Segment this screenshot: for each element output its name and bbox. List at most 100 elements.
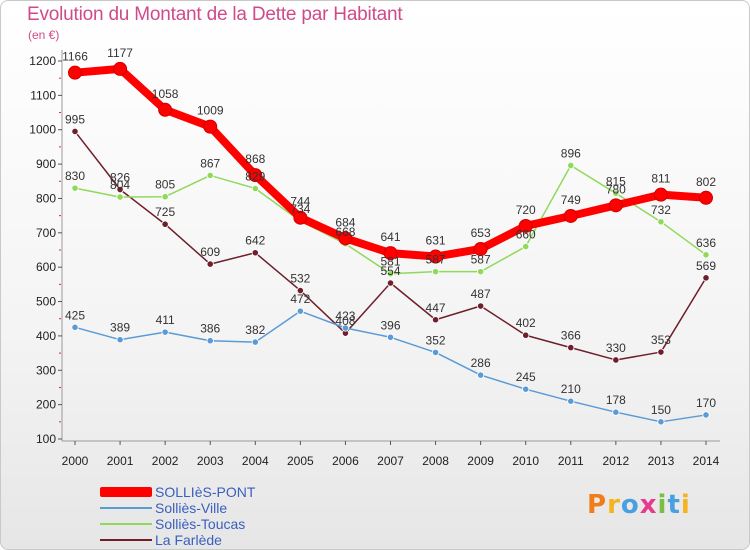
data-label: 581 bbox=[380, 255, 400, 269]
data-label: 815 bbox=[606, 174, 626, 188]
legend-swatch-la-farlede bbox=[100, 539, 152, 541]
x-tick-label: 2008 bbox=[422, 454, 449, 468]
data-point bbox=[206, 171, 214, 180]
data-label: 1058 bbox=[152, 87, 179, 101]
data-point bbox=[383, 246, 398, 261]
unit-label: (en €) bbox=[28, 28, 60, 42]
data-point bbox=[657, 218, 665, 226]
data-label: 389 bbox=[110, 321, 130, 335]
data-label: 178 bbox=[606, 393, 626, 407]
data-point bbox=[248, 168, 263, 183]
data-point bbox=[612, 189, 620, 197]
data-label: 587 bbox=[471, 253, 491, 267]
data-label: 532 bbox=[290, 272, 310, 286]
y-tick-label: 1100 bbox=[30, 88, 56, 102]
data-label: 472 bbox=[290, 292, 310, 306]
logo-letter: i bbox=[680, 490, 691, 520]
y-tick-label: 700 bbox=[36, 226, 56, 240]
data-point bbox=[251, 338, 259, 346]
y-tick-label: 400 bbox=[36, 329, 56, 343]
data-point bbox=[653, 187, 668, 202]
data-label: 170 bbox=[696, 396, 716, 410]
data-label: 423 bbox=[335, 309, 355, 323]
data-point bbox=[68, 65, 82, 80]
data-label: 386 bbox=[200, 322, 220, 336]
data-label: 805 bbox=[155, 178, 175, 192]
data-point bbox=[386, 270, 395, 278]
data-point bbox=[522, 242, 530, 251]
data-label: 408 bbox=[335, 314, 355, 328]
data-point bbox=[477, 268, 485, 276]
data-label: 896 bbox=[561, 146, 581, 160]
data-label: 749 bbox=[561, 193, 581, 207]
x-tick-label: 2010 bbox=[512, 454, 539, 468]
logo-letter: r bbox=[607, 490, 621, 520]
legend: SOLLIèS-PONT Solliès-Ville Solliès-Touca… bbox=[100, 484, 350, 548]
data-label: 641 bbox=[380, 230, 400, 244]
data-label: 631 bbox=[426, 234, 446, 248]
x-tick-label: 2013 bbox=[648, 454, 675, 468]
data-label: 366 bbox=[561, 329, 581, 343]
data-point bbox=[522, 385, 530, 393]
y-tick-label: 100 bbox=[36, 432, 56, 446]
data-label: 744 bbox=[290, 195, 310, 209]
logo-letter: o bbox=[620, 490, 640, 520]
data-point bbox=[428, 249, 443, 264]
data-label: 653 bbox=[471, 226, 491, 240]
data-point bbox=[338, 231, 353, 246]
data-label: 487 bbox=[471, 287, 491, 301]
data-label: 720 bbox=[516, 203, 536, 217]
data-point bbox=[702, 251, 710, 259]
legend-label-sollies-toucas: Solliès-Toucas bbox=[155, 516, 246, 532]
data-point bbox=[563, 208, 578, 223]
chart-title: Evolution du Montant de la Dette par Hab… bbox=[27, 4, 403, 25]
y-tick-label: 600 bbox=[36, 260, 56, 274]
data-label: 411 bbox=[156, 313, 175, 327]
data-point bbox=[477, 302, 485, 310]
data-label: 684 bbox=[335, 215, 355, 229]
x-tick-label: 2006 bbox=[332, 454, 359, 468]
legend-swatch-sollies-pont bbox=[100, 487, 152, 497]
legend-item-la-farlede: La Farlède bbox=[100, 532, 350, 548]
data-label: 802 bbox=[696, 175, 716, 189]
data-label: 1166 bbox=[62, 50, 88, 64]
data-point bbox=[116, 336, 124, 344]
data-point bbox=[158, 102, 173, 117]
y-tick-label: 900 bbox=[36, 157, 56, 171]
data-label: 732 bbox=[651, 203, 671, 217]
data-label: 150 bbox=[651, 403, 671, 417]
data-label: 1009 bbox=[197, 104, 224, 118]
x-tick-label: 2009 bbox=[467, 454, 494, 468]
data-label: 826 bbox=[110, 171, 130, 185]
data-label: 286 bbox=[471, 356, 491, 370]
data-point bbox=[567, 343, 575, 352]
data-label: 642 bbox=[245, 234, 265, 248]
data-point bbox=[473, 241, 488, 256]
data-point bbox=[477, 371, 485, 379]
y-tick-label: 300 bbox=[36, 363, 56, 377]
data-point bbox=[518, 218, 533, 233]
proxiti-logo: Proxiti bbox=[587, 490, 691, 520]
data-point bbox=[71, 323, 79, 331]
data-point bbox=[699, 190, 713, 205]
y-tick-label: 1000 bbox=[29, 123, 56, 137]
data-point bbox=[161, 328, 169, 336]
data-point bbox=[702, 274, 710, 282]
data-point bbox=[567, 397, 575, 405]
data-label: 830 bbox=[65, 169, 85, 183]
x-tick-label: 2000 bbox=[62, 454, 89, 468]
data-label: 447 bbox=[426, 301, 446, 315]
data-point bbox=[116, 185, 124, 194]
data-label: 402 bbox=[516, 316, 536, 330]
x-tick-label: 2003 bbox=[197, 454, 224, 468]
y-tick-label: 200 bbox=[36, 398, 56, 412]
data-label: 636 bbox=[696, 236, 716, 250]
x-tick-label: 2004 bbox=[242, 454, 269, 468]
data-label: 780 bbox=[606, 182, 626, 196]
data-label: 352 bbox=[426, 333, 446, 347]
data-label: 811 bbox=[651, 172, 670, 186]
logo-letter: i bbox=[657, 490, 668, 520]
x-tick-label: 2007 bbox=[377, 454, 404, 468]
data-point bbox=[116, 193, 124, 201]
